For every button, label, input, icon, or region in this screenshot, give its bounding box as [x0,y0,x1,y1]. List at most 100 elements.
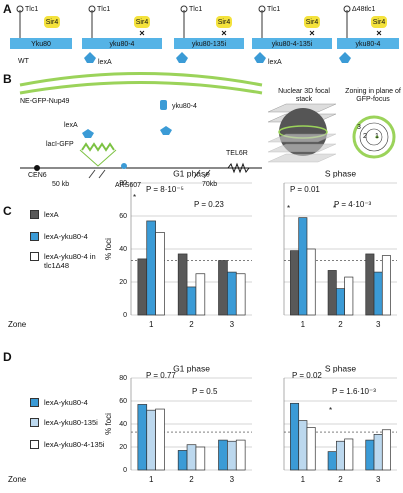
x-tick-label: 2 [338,320,343,329]
x-tick-label: 2 [338,475,343,484]
annotation: P = 1.6·10⁻³ [332,387,376,396]
bar [306,427,316,471]
annotation: P = 0.23 [194,200,224,209]
bar [146,409,156,471]
label: Zoning in plane of GFP-focus [345,88,401,103]
lexA-site [121,163,127,169]
chart-title: G1 phase [173,168,210,178]
tlc1-label: Tlc1 [25,6,38,13]
zoning-diagram [352,115,396,159]
tlc1-label: Tlc1 [267,6,280,13]
bar [290,402,300,471]
bar [137,404,148,471]
annotation: * [133,193,136,202]
tether-label: lexA [268,59,282,66]
legend-label: lexA-yku80-4 [44,398,88,407]
x-tick-label: 1 [149,475,154,484]
bar [177,253,188,316]
sir4-label: Sir4 [136,19,149,26]
bar [155,408,165,471]
label: Nuclear 3D focal stack [278,88,330,103]
zone-number: 1 [375,133,379,140]
nuclear-envelope [19,72,263,87]
x-tick-label: 1 [301,320,306,329]
legend-label: lexA-yku80-135i [44,418,98,427]
charts: 0 20 40 60 80 1 2 3 G1 phase % foci Zone P = 8·10⁻⁵… [8,168,397,484]
lacI-array [79,149,117,167]
bar [218,260,228,316]
bar [365,439,375,471]
legend-label: lexA [44,210,59,219]
bar [155,232,165,316]
tlc1-label: Δ48tlc1 [352,6,375,13]
bar [186,286,197,316]
lexA-protein [160,126,172,135]
lexA-shape [84,52,96,63]
bar [365,253,375,316]
annotation: P = 0.5 [192,387,218,396]
bar [290,250,300,316]
tether-label: lexA [98,59,112,66]
chart-title: G1 phase [173,363,210,373]
bar [146,220,156,316]
y-tick-label: 60 [119,398,127,405]
ku-label: yku80-4-135i [272,41,313,48]
y-tick-label: 80 [119,180,127,187]
label: lexA [64,122,78,129]
sir4-label: Sir4 [306,19,319,26]
bar [195,446,206,471]
x-tick-label: 1 [149,320,154,329]
legend-swatch [30,232,39,241]
lexA-protein [82,129,94,138]
chart-title: S phase [325,363,356,373]
x-axis-label: Zone [8,475,27,484]
ku-bar [337,38,399,49]
y-tick-label: 40 [119,421,127,428]
panel-label: C [3,204,12,218]
panel-label: A [3,2,12,16]
break-mark [88,169,211,179]
ku-label: Yku80 [31,41,51,48]
bar [381,429,391,471]
sir4-label: Sir4 [46,19,59,26]
label: yku80-4 [172,103,197,110]
y-tick-label: 20 [119,279,127,286]
bar [235,439,246,471]
ku-label: yku80-4 [356,41,381,48]
annotation: * [287,204,290,213]
disrupted [139,30,145,36]
caption: WT [18,58,30,65]
lexA-shape [339,52,351,63]
sir4-blob [304,16,320,28]
tlc1-loop [180,5,188,13]
y-tick-label: 0 [123,467,127,474]
tlc1-loop [258,5,266,13]
tlc1-loop [88,5,96,13]
bar [218,439,228,471]
x-tick-label: 3 [376,320,381,329]
annotation: P = 0.02 [292,371,322,380]
bar [327,270,337,316]
label: TEL6R [226,150,248,157]
x-tick-label: 3 [230,320,235,329]
sir4-label: Sir4 [218,19,231,26]
label: 50 kb [52,181,70,188]
ku-label: yku80-135i [192,41,227,48]
disrupted [376,30,382,36]
y-axis-label: % foci [104,413,113,435]
bar [373,434,383,471]
bar [298,420,308,471]
constructs: Yku80 Tlc1 Sir4 WT yku80-4 Tlc1 Sir4 lexA yku80-… [10,5,399,66]
y-axis-label: % foci [104,238,113,260]
legend-swatch [30,398,39,407]
annotation: * [329,406,332,415]
x-axis-label: Zone [8,320,27,329]
panel-label: D [3,350,12,364]
focal-stack [267,103,337,163]
y-tick-label: 80 [119,375,127,382]
annotation: P = 8·10⁻⁵ [146,185,184,194]
sir4-label: Sir4 [373,19,386,26]
x-tick-label: 1 [301,475,306,484]
